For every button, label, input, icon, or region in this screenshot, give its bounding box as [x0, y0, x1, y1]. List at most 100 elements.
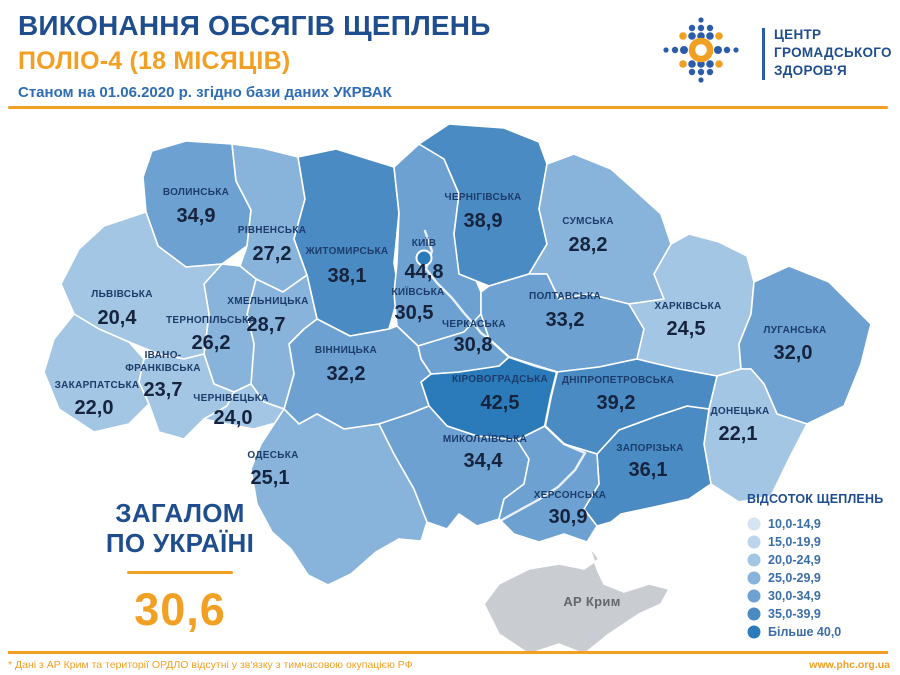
region-value: 30,9 — [549, 506, 588, 528]
region-name: ІВАНО- — [145, 350, 182, 361]
region-value: 44,8 — [405, 261, 444, 283]
region-name: ПОЛТАВСЬКА — [529, 291, 601, 302]
region-value: 38,1 — [328, 265, 367, 287]
legend-item: 15,0-19,9 — [747, 533, 897, 551]
footer-divider — [8, 651, 888, 654]
region-value: 25,1 — [251, 467, 290, 489]
region-name: ЛЬВІВСЬКА — [91, 289, 152, 300]
region-name: СУМСЬКА — [562, 216, 613, 227]
legend-item: 20,0-24,9 — [747, 551, 897, 569]
legend-item: 10,0-14,9 — [747, 515, 897, 533]
region-shape-zakarpattia — [43, 313, 150, 433]
region-labels: ВОЛИНСЬКА 34,9 РІВНЕНСЬКА 27,2 ЖИТОМИРСЬ… — [55, 187, 827, 528]
region-value: 24,5 — [667, 318, 706, 340]
region-name: ВОЛИНСЬКА — [163, 187, 229, 198]
legend-dot-icon — [747, 625, 761, 639]
region-value: 27,2 — [253, 243, 292, 265]
region-name: ЗАКАРПАТСЬКА — [55, 380, 140, 391]
legend-dot-icon — [747, 517, 761, 531]
region-chernivtsi — [203, 383, 285, 430]
region-name: ХАРКІВСЬКА — [654, 301, 721, 312]
region-name: РІВНЕНСЬКА — [238, 225, 307, 236]
region-value: 20,4 — [98, 307, 138, 329]
region-name: ОДЕСЬКА — [247, 450, 298, 461]
region-name: ЧЕРКАСЬКА — [442, 319, 506, 330]
kyiv-city-marker — [415, 249, 433, 267]
region-value: 30,8 — [454, 334, 493, 356]
region-shape-crimea — [483, 545, 670, 655]
region-value: 39,2 — [597, 392, 636, 414]
region-value: 23,7 — [144, 379, 183, 401]
legend-item: 35,0-39,9 — [747, 605, 897, 623]
region-name: ЖИТОМИРСЬКА — [305, 246, 389, 257]
legend-dot-icon — [747, 535, 761, 549]
legend-dot-icon — [747, 607, 761, 621]
region-shape-odesa — [250, 408, 428, 586]
region-name: КІРОВОГРАДСЬКА — [452, 374, 548, 385]
country-total-label: ЗАГАЛОМ ПО УКРАЇНІ — [105, 498, 255, 558]
region-kherson — [498, 425, 600, 543]
region-value: 22,1 — [719, 423, 758, 445]
region-name: ХЕРСОНСЬКА — [534, 490, 606, 501]
country-total-value: 30,6 — [134, 584, 226, 635]
crimea-label: АР Крим — [563, 594, 620, 609]
logo-line: ЗДОРОВ'Я — [774, 63, 847, 78]
region-value: 28,7 — [247, 314, 286, 336]
country-total: ЗАГАЛОМ ПО УКРАЇНІ 30,6 — [95, 498, 265, 636]
region-value: 24,0 — [214, 407, 253, 429]
phc-logo-icon — [663, 17, 739, 83]
legend-item: 30,0-34,9 — [747, 587, 897, 605]
region-value: 34,9 — [177, 205, 216, 227]
region-crimea: АР Крим — [483, 545, 670, 655]
logo-wordmark: ЦЕНТР ГРОМАДСЬКОГО ЗДОРОВ'Я — [774, 26, 892, 80]
logo-line: ГРОМАДСЬКОГО — [774, 45, 892, 60]
region-value: 28,2 — [569, 234, 608, 256]
ukraine-choropleth-map: АР Крим ВОЛИНСЬКА 34,9 РІВНЕНСЬКА 27,2 Ж… — [43, 123, 872, 655]
legend-dot-icon — [747, 553, 761, 567]
region-name: ТЕРНОПІЛЬСЬКА — [166, 315, 256, 326]
summary-divider — [127, 571, 233, 574]
region-value: 30,5 — [395, 302, 434, 324]
header-divider — [8, 106, 888, 109]
region-odesa — [250, 408, 428, 586]
region-value: 34,4 — [464, 450, 504, 472]
region-value: 36,1 — [629, 459, 668, 481]
logo-divider — [762, 28, 765, 80]
legend-title: ВІДСОТОК ЩЕПЛЕНЬ — [747, 492, 884, 506]
region-shape-chernivtsi — [203, 383, 285, 430]
region-name: ЗАПОРІЗЬКА — [616, 443, 684, 454]
region-value: 33,2 — [546, 309, 585, 331]
region-value: 32,0 — [774, 342, 813, 364]
region-name: ДОНЕЦЬКА — [710, 406, 769, 417]
region-name: ЧЕРНІГІВСЬКА — [445, 192, 522, 203]
region-name: МИКОЛАЇВСЬКА — [443, 432, 527, 445]
page-title: ВИКОНАННЯ ОБСЯГІВ ЩЕПЛЕНЬ — [18, 10, 491, 41]
region-shape-kherson — [498, 425, 600, 543]
region-name: ФРАНКІВСЬКА — [125, 363, 201, 374]
legend-dot-icon — [747, 589, 761, 603]
region-name: ЛУГАНСЬКА — [763, 325, 826, 336]
region-name: КИЇВСЬКА — [391, 285, 444, 298]
dnipro-river — [423, 229, 587, 523]
region-name: ВІННИЦЬКА — [315, 345, 377, 356]
legend-item: 25,0-29,9 — [747, 569, 897, 587]
page-subtitle: ПОЛІО-4 (18 МІСЯЦІВ) — [18, 47, 291, 75]
region-name: ДНІПРОПЕТРОВСЬКА — [562, 375, 674, 386]
region-name: ЧЕРНІВЕЦЬКА — [193, 393, 268, 404]
region-zakarpattia — [43, 313, 150, 433]
region-value: 42,5 — [481, 392, 520, 414]
region-value: 26,2 — [192, 332, 231, 354]
legend-dot-icon — [747, 571, 761, 585]
header: ВИКОНАННЯ ОБСЯГІВ ЩЕПЛЕНЬ ПОЛІО-4 (18 МІ… — [18, 10, 491, 101]
legend-item: Більше 40,0 — [747, 623, 897, 641]
logo-line: ЦЕНТР — [774, 27, 822, 42]
region-value: 32,2 — [327, 363, 366, 385]
legend: ВІДСОТОК ЩЕПЛЕНЬ 10,0-14,9 15,0-19,9 20,… — [747, 492, 897, 641]
region-value: 22,0 — [75, 397, 114, 419]
footer-site-link[interactable]: www.phc.org.ua — [809, 659, 890, 671]
footer-note: * Дані з АР Крим та території ОРДЛО відс… — [8, 659, 413, 671]
region-value: 38,9 — [464, 210, 503, 232]
region-name: КИЇВ — [412, 236, 436, 249]
region-name: ХМЕЛЬНИЦЬКА — [227, 296, 308, 307]
